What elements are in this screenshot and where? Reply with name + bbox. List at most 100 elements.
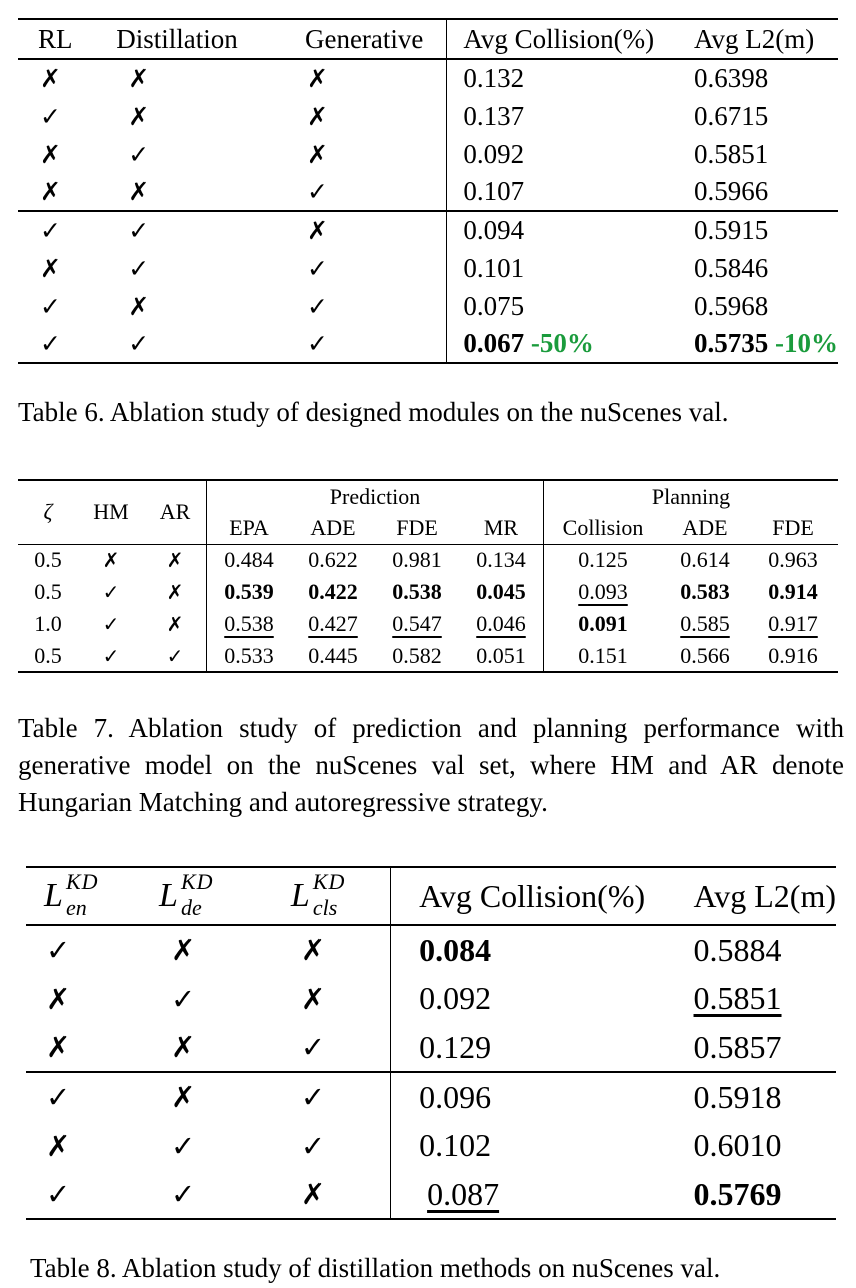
collision-value-text: 0.087 [427, 1175, 500, 1212]
header-avg-l2: Avg L2(m) [693, 866, 836, 926]
group-prediction: Prediction [206, 479, 544, 512]
l2-value: 0.5851 [694, 138, 769, 169]
l-en-mark: ✓ [26, 1071, 155, 1121]
header-l-en: L KD en [26, 866, 155, 926]
l-de-mark: ✗ [170, 933, 196, 967]
rl-mark: ✓ [18, 210, 107, 249]
ar-mark: ✓ [144, 640, 207, 673]
rl-mark: ✓ [40, 291, 61, 321]
collision-value: 0.096 [390, 1071, 694, 1121]
l-cls-mark: ✗ [284, 1170, 392, 1220]
zeta-value: 0.5 [34, 547, 62, 573]
collision-value: 0.101 [463, 252, 525, 283]
pred-ade-value-text: 0.427 [308, 611, 358, 636]
loss-subscript: de [180, 895, 202, 920]
header-distillation: Distillation [106, 18, 285, 60]
l2-value-text: 0.5851 [693, 980, 782, 1016]
distillation-mark: ✓ [128, 253, 150, 283]
header-hm: HM [78, 479, 144, 545]
rl-mark: ✓ [18, 325, 107, 364]
l-en-mark: ✓ [26, 1170, 155, 1220]
l-cls-mark: ✗ [284, 925, 392, 974]
loss-superscript: KD [312, 869, 346, 894]
zeta-value: 0.5 [18, 640, 78, 673]
l-en-mark: ✗ [46, 981, 71, 1016]
pred-ade-value: 0.422 [308, 579, 358, 604]
rl-mark: ✗ [40, 139, 61, 169]
l-en-mark: ✓ [46, 933, 71, 967]
table-row: ✓ ✓ ✗ 0.087 0.5769 [26, 1170, 836, 1220]
distillation-mark: ✗ [128, 291, 150, 321]
table-7-caption: Table 7. Ablation study of prediction an… [18, 713, 844, 817]
table-row: 1.0 ✓ ✗ 0.538 0.427 0.547 0.046 0.091 0.… [18, 608, 838, 640]
generative-mark: ✓ [284, 325, 448, 364]
loss-superscript: KD [180, 869, 214, 894]
plan-ade-value: 0.614 [680, 547, 730, 573]
table-row: ✓ ✗ ✗ 0.137 0.6715 [18, 97, 838, 135]
table-header-row: L KD en L KD de L KD cls Avg Collision(%) Avg … [26, 866, 836, 926]
rl-mark: ✗ [40, 177, 61, 206]
loss-subscript: en [66, 895, 87, 920]
collision-delta: -50% [530, 328, 594, 358]
l-en-mark: ✗ [46, 1128, 71, 1163]
epa-value: 0.538 [207, 608, 292, 640]
collision-value: 0.092 [419, 980, 492, 1016]
generative-mark: ✗ [284, 59, 448, 97]
ar-mark: ✗ [144, 544, 207, 576]
l2-delta: -10% [775, 328, 838, 358]
pred-fde-value: 0.582 [375, 640, 459, 673]
distillation-mark: ✓ [128, 139, 150, 169]
l2-value: 0.5968 [694, 290, 769, 321]
mr-value: 0.046 [459, 608, 544, 640]
table-row: 0.5 ✓ ✗ 0.539 0.422 0.538 0.045 0.093 0.… [18, 576, 838, 608]
mr-value: 0.134 [459, 544, 544, 576]
plan-ade-value-text: 0.585 [680, 611, 730, 636]
collision-value: 0.132 [463, 63, 525, 93]
l2-value: 0.5769 [693, 1170, 836, 1220]
l2-value: 0.5851 [694, 974, 836, 1023]
epa-value: 0.539 [224, 579, 274, 604]
zeta-value: 1.0 [34, 611, 62, 636]
distillation-mark: ✓ [106, 325, 285, 364]
table-row: ✓ ✗ ✗ 0.084 0.5884 [26, 925, 836, 974]
pred-fde-value: 0.981 [392, 547, 442, 573]
pred-fde-value: 0.547 [375, 608, 459, 640]
collision-value: 0.094 [446, 210, 694, 249]
pred-ade-value: 0.622 [308, 547, 358, 573]
table-header-row: EPA ADE FDE MR Collision ADE FDE [18, 512, 838, 545]
collision-value: 0.137 [463, 100, 525, 131]
rl-mark: ✓ [40, 101, 61, 131]
collision-value: 0.151 [543, 640, 662, 673]
l-cls-mark: ✗ [284, 974, 392, 1023]
table-row: ✗ ✓ ✓ 0.101 0.5846 [18, 249, 838, 287]
group-header-row: ζ HM AR Prediction Planning [18, 479, 838, 545]
collision-value: 0.125 [578, 547, 628, 573]
collision-value: 0.129 [419, 1028, 492, 1065]
generative-mark: ✓ [284, 287, 448, 325]
plan-fde-value: 0.916 [748, 640, 838, 673]
table-row: ✓ ✓ ✓ 0.067 -50% 0.5735 -10% [18, 325, 838, 364]
epa-value: 0.533 [206, 640, 291, 673]
collision-value: 0.091 [578, 611, 628, 636]
table-row: ✗ ✓ ✗ 0.092 0.5851 [18, 135, 838, 173]
collision-value: 0.102 [419, 1127, 492, 1163]
distillation-mark: ✗ [128, 101, 150, 131]
loss-superscript: KD [66, 869, 99, 894]
loss-symbol: L [290, 877, 310, 914]
distillation-mark: ✓ [106, 210, 285, 249]
collision-value: 0.075 [463, 290, 525, 321]
header-plan-fde: FDE [748, 512, 838, 545]
l2-value: 0.5966 [694, 176, 769, 206]
pred-fde-value: 0.538 [392, 579, 442, 604]
l-cls-mark: ✓ [284, 1023, 392, 1072]
plan-fde-value: 0.914 [768, 579, 818, 604]
best-collision-value: 0.067 [463, 328, 525, 358]
ar-mark: ✗ [144, 608, 207, 640]
table-row: 0.5 ✗ ✗ 0.484 0.622 0.981 0.134 0.125 0.… [18, 544, 838, 576]
header-pred-ade: ADE [291, 512, 375, 545]
epa-value-text: 0.538 [224, 611, 274, 636]
epa-value: 0.484 [224, 547, 274, 573]
group-planning: Planning [543, 479, 838, 512]
l-de-mark: ✓ [170, 981, 196, 1016]
table-row: ✗ ✓ ✗ 0.092 0.5851 [26, 974, 836, 1023]
